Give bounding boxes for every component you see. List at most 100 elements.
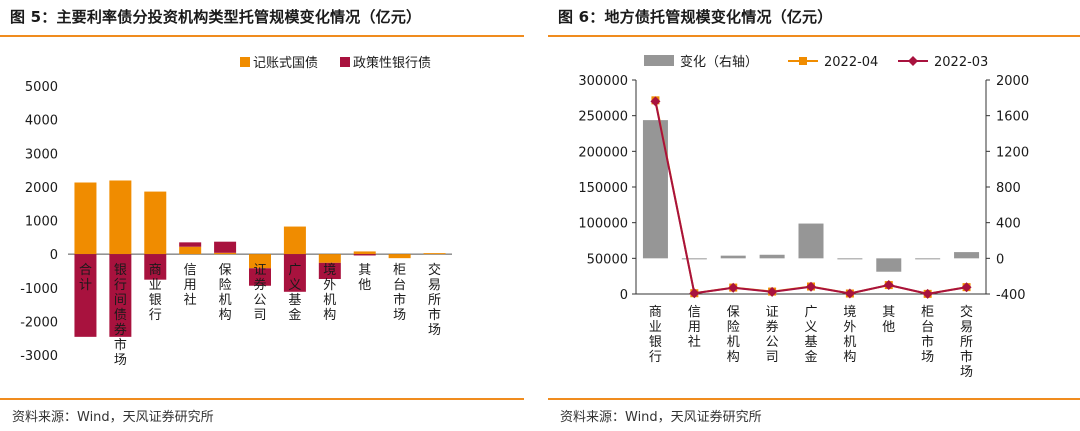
category-label-char: 券	[253, 277, 266, 293]
category-label-char: 行	[149, 308, 162, 323]
bar-policy-bank	[214, 241, 237, 253]
point-2022-03	[883, 280, 894, 291]
y-tick-label: 2000	[25, 181, 58, 196]
y-tick-label: -2000	[20, 315, 58, 330]
category-label-char: 基	[288, 293, 301, 308]
y-tick-label: 3000	[25, 147, 58, 162]
footer-rule	[0, 398, 524, 400]
category-label-char: 构	[843, 350, 856, 365]
bar-treasury	[353, 251, 376, 255]
left-tick-label: 50000	[587, 252, 628, 267]
figure-6-title: 图 6：地方债托管规模变化情况（亿元）	[558, 8, 833, 26]
legend-label: 2022-03	[934, 55, 988, 70]
bar-treasury	[283, 226, 306, 255]
footer-rule	[548, 398, 1080, 400]
category-label-char: 机	[323, 293, 336, 308]
category-label-char: 柜	[393, 263, 406, 278]
category-label: 信用社	[688, 305, 701, 350]
right-tick-label: 400	[996, 217, 1021, 232]
category-label-char: 基	[804, 335, 817, 350]
left-tick-label: 200000	[578, 145, 628, 160]
category-label-char: 商	[149, 263, 162, 278]
category-label-char: 市	[960, 349, 973, 365]
category-label-char: 市	[921, 334, 934, 350]
figure-5-source: 资料来源：Wind，天风证券研究所	[12, 410, 214, 425]
category-label-char: 外	[843, 320, 856, 335]
category-label-char: 信	[184, 263, 197, 278]
category-label-char: 易	[428, 278, 441, 293]
category-label-char: 义	[804, 320, 817, 335]
category-label-char: 行	[114, 278, 127, 293]
legend: 变化（右轴） 2022-04 2022-03	[644, 54, 988, 70]
legend-label: 记账式国债	[253, 56, 318, 71]
legend-label: 2022-04	[824, 55, 878, 70]
y-tick-label: -3000	[20, 349, 58, 364]
title-rule	[548, 35, 1080, 37]
category-label-char: 机	[727, 335, 740, 350]
category-label-char: 义	[288, 278, 301, 293]
category-label-char: 合	[79, 263, 92, 278]
category-label-char: 债	[114, 308, 127, 323]
category-label-char: 其	[882, 305, 895, 320]
category-label-char: 业	[649, 320, 662, 335]
category-label-char: 公	[766, 335, 779, 350]
figure-5-panel: 图 5：主要利率债分投资机构类型托管规模变化情况（亿元） -3000 -2000 -…	[0, 0, 524, 431]
category-label-char: 场	[393, 308, 406, 323]
category-label-char: 其	[358, 263, 371, 278]
category-label-char: 境	[323, 263, 336, 278]
bar-policy-bank	[283, 254, 306, 292]
bar-treasury	[388, 254, 411, 259]
category-label-char: 市	[114, 337, 127, 353]
point-2022-03	[728, 282, 739, 293]
category-label-char: 市	[428, 307, 441, 323]
category-label-char: 市	[393, 292, 406, 308]
bar-policy-bank	[353, 254, 376, 256]
bar-change	[720, 255, 746, 259]
category-label-char: 证	[766, 305, 779, 320]
category-label-char: 场	[428, 323, 441, 338]
category-label-char: 机	[843, 335, 856, 350]
bar-policy-bank	[74, 254, 97, 337]
category-label-char: 券	[114, 322, 127, 338]
title-rule	[0, 35, 524, 37]
category-label: 合计	[79, 263, 92, 293]
category-label-char: 广	[804, 305, 817, 320]
category-label-char: 券	[766, 319, 779, 335]
y-tick-label: -1000	[20, 282, 58, 297]
bar-treasury	[423, 253, 446, 255]
line-2022-03	[654, 101, 967, 295]
y-tick-label: 1000	[25, 215, 58, 230]
category-label-char: 场	[960, 365, 973, 380]
bar-change	[759, 254, 785, 259]
category-label-char: 境	[843, 305, 856, 320]
right-tick-label: 1600	[996, 110, 1029, 125]
category-label-char: 司	[766, 350, 779, 365]
point-2022-03	[650, 96, 661, 107]
category-label-char: 构	[219, 308, 232, 323]
category-label-char: 金	[804, 349, 817, 365]
category-label-char: 机	[219, 293, 232, 308]
category-label-char: 外	[323, 278, 336, 293]
right-tick-label: 2000	[996, 74, 1029, 89]
category-label-char: 构	[727, 350, 740, 365]
category-label-char: 证	[253, 263, 266, 278]
category-label-char: 行	[649, 350, 662, 365]
point-2022-03	[961, 282, 972, 293]
category-label-char: 计	[79, 278, 92, 293]
category-label-char: 台	[921, 320, 934, 335]
figure-5-title: 图 5：主要利率债分投资机构类型托管规模变化情况（亿元）	[10, 8, 422, 26]
category-label-char: 所	[960, 335, 973, 350]
bar-policy-bank	[144, 254, 167, 280]
category-label-char: 易	[960, 320, 973, 335]
point-2022-03	[689, 288, 700, 299]
category-label-char: 保	[727, 305, 740, 320]
bar-treasury	[249, 254, 271, 269]
category-label-char: 业	[149, 278, 162, 293]
category-label-char: 银	[649, 335, 662, 350]
legend-label: 变化（右轴）	[680, 54, 758, 70]
right-tick-label: 1200	[996, 145, 1029, 160]
